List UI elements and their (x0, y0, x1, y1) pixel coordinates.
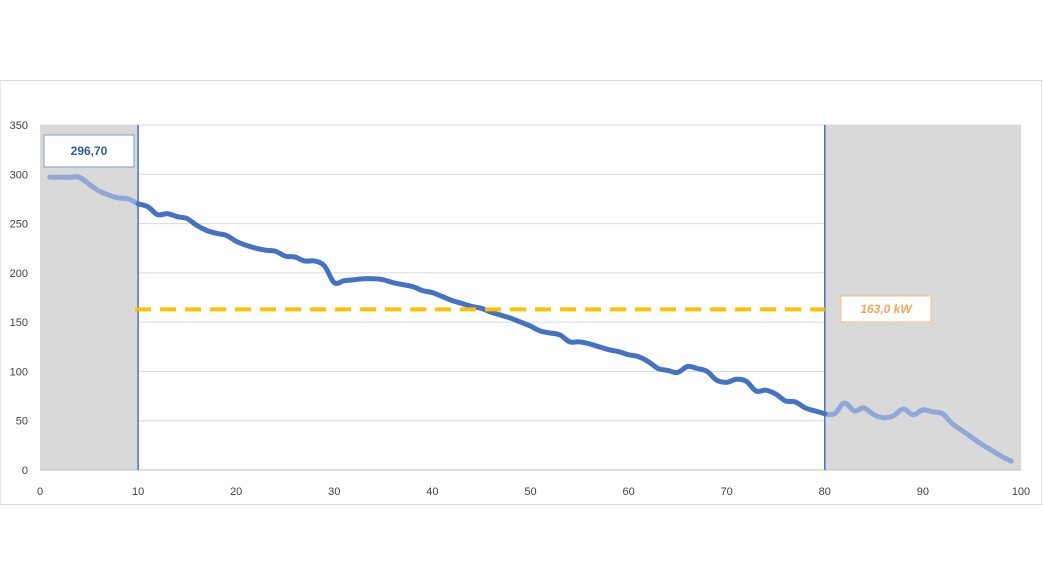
average-power-label-text: 163,0 kW (860, 302, 913, 316)
x-tick-label: 0 (37, 486, 43, 498)
y-tick-label: 250 (10, 219, 28, 231)
x-tick-label: 80 (819, 486, 831, 498)
x-tick-label: 40 (426, 486, 438, 498)
max-power-label-text: 296,70 (71, 144, 108, 158)
x-tick-label: 100 (1012, 486, 1030, 498)
x-tick-label: 90 (917, 486, 929, 498)
vertical-markers (137, 125, 826, 470)
series-line-main (135, 201, 828, 417)
y-tick-label: 150 (10, 317, 28, 329)
chart-frame (0, 80, 1042, 505)
series-line-left (47, 174, 141, 207)
average-power-label-box (840, 295, 932, 323)
x-tick-label: 30 (328, 486, 340, 498)
y-tick-label: 200 (10, 268, 28, 280)
series-line-right (822, 400, 1014, 464)
x-axis-ticks: 0 10 20 30 40 50 60 70 80 90 100 (37, 486, 1030, 498)
x-tick-label: 20 (230, 486, 242, 498)
average-power-label: 163,0 kW (840, 295, 932, 323)
x-tick-label: 10 (132, 486, 144, 498)
annotation-labels: 296,70 163,0 kW (43, 134, 932, 323)
y-tick-label: 100 (10, 366, 28, 378)
y-axis-ticks: 0 50 100 150 200 250 300 350 (10, 120, 28, 477)
x-tick-label: 70 (721, 486, 733, 498)
y-tick-label: 50 (16, 416, 28, 428)
y-tick-label: 300 (10, 169, 28, 181)
x-tick-label: 50 (524, 486, 536, 498)
y-tick-label: 350 (10, 120, 28, 132)
series-lines (47, 174, 1014, 464)
max-power-label-box (43, 134, 135, 168)
y-tick-label: 0 (22, 465, 28, 477)
x-tick-label: 60 (622, 486, 634, 498)
max-power-label: 296,70 (43, 134, 135, 168)
